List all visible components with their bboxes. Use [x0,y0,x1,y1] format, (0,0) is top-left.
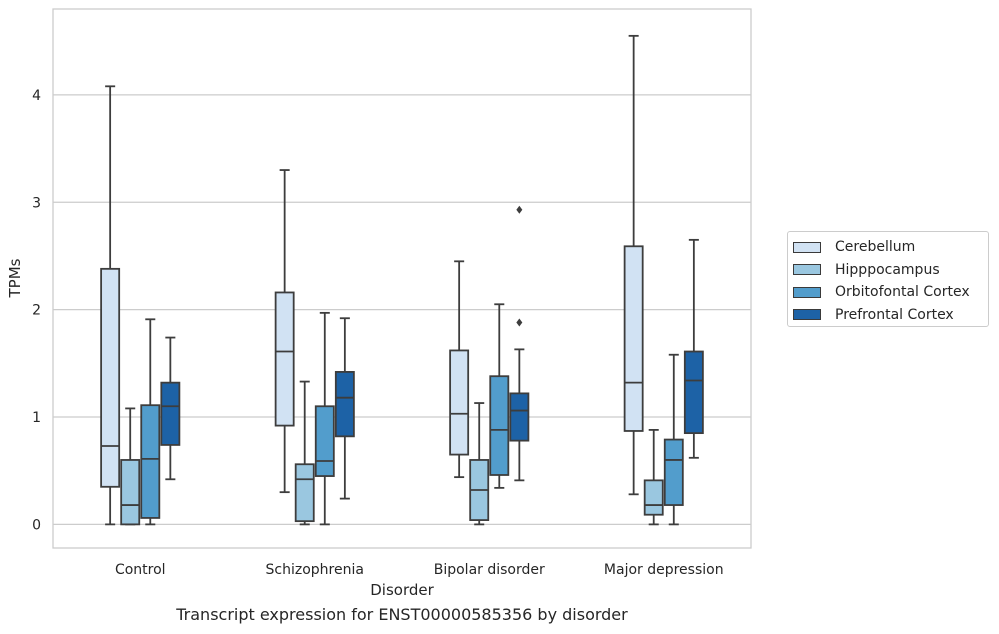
legend-label-hippocampus: Hipppocampus [835,261,940,278]
chart-title: Transcript expression for ENST0000058535… [176,605,628,624]
box-body [334,371,355,438]
box-body [509,392,530,442]
box-orbitofontal-cortex-schizophrenia [314,311,335,526]
legend-item-hippocampus: Hipppocampus [793,259,988,282]
x-tick-labels: Control Schizophrenia Bipolar disorder Majo… [115,562,724,578]
box-hipppocampus-bipolar-disorder [469,402,490,526]
box-hipppocampus-major-depression [643,428,664,526]
box-prefrontal-cortex-bipolar-disorder [509,205,530,482]
box-body [663,438,684,506]
x-tick-label-control: Control [115,562,166,578]
boxes [100,34,704,526]
legend-item-prefrontal-cortex: Prefrontal Cortex [793,304,988,327]
box-prefrontal-cortex-major-depression [683,238,704,459]
box-hipppocampus-schizophrenia [294,380,315,526]
y-tick-label-2: 2 [32,303,41,319]
y-tick-label-4: 4 [32,88,41,104]
legend: Cerebellum Hipppocampus Orbitofontal Cor… [787,231,989,327]
legend-swatch-cerebellum [793,241,821,253]
box-body [100,267,121,488]
box-body [160,381,181,446]
legend-label-prefrontal-cortex: Prefrontal Cortex [835,306,954,323]
box-hipppocampus-control [120,407,141,526]
y-axis-label: TPMs [6,258,24,298]
plot-frame [52,8,752,549]
legend-item-orbitofrontal-cortex: Orbitofontal Cortex [793,281,988,304]
x-axis-label: Disorder [370,581,434,599]
outlier-point-0 [516,318,523,327]
y-tick-labels: 0 1 2 3 4 [32,88,41,533]
y-tick-label-1: 1 [32,410,41,426]
x-tick-label-schizophrenia: Schizophrenia [266,562,364,578]
legend-swatch-prefrontal-cortex [793,309,821,321]
box-cerebellum-bipolar-disorder [449,260,470,479]
x-tick-label-bipolar-disorder: Bipolar disorder [434,562,545,578]
legend-item-cerebellum: Cerebellum [793,236,988,259]
legend-label-orbitofrontal-cortex: Orbitofontal Cortex [835,284,970,301]
box-cerebellum-schizophrenia [274,169,295,494]
box-body [294,463,315,523]
box-body [683,350,704,435]
legend-label-cerebellum: Cerebellum [835,239,916,256]
box-body [314,405,335,477]
box-orbitofontal-cortex-major-depression [663,353,684,526]
box-orbitofontal-cortex-bipolar-disorder [489,303,510,489]
box-body [643,479,664,516]
box-prefrontal-cortex-schizophrenia [334,317,355,500]
box-body [140,404,161,519]
box-orbitofontal-cortex-control [140,318,161,526]
box-body [449,349,470,456]
y-tick-label-0: 0 [32,517,41,533]
box-body [623,245,644,432]
y-tick-label-3: 3 [32,195,41,211]
legend-swatch-orbitofrontal-cortex [793,286,821,298]
box-body [489,375,510,476]
box-body [274,291,295,427]
legend-swatch-hippocampus [793,264,821,276]
x-tick-label-major-depression: Major depression [604,562,724,578]
box-cerebellum-major-depression [623,34,644,496]
outlier-point-1 [516,205,523,214]
box-cerebellum-control [100,85,121,526]
box-prefrontal-cortex-control [160,336,181,481]
box-body [120,459,141,526]
